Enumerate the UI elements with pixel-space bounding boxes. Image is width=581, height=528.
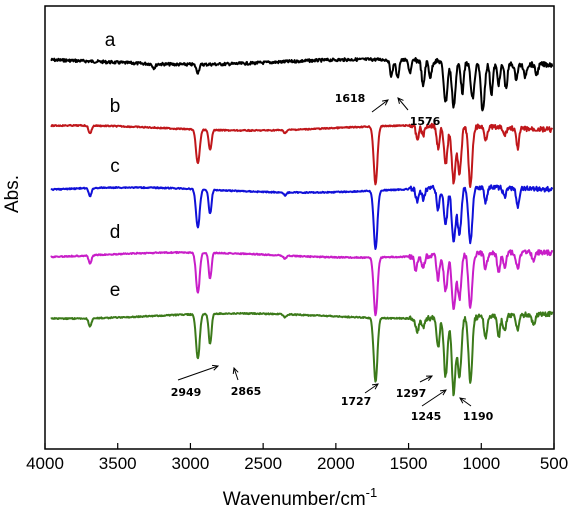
series-label-b: b: [110, 96, 121, 117]
series-line-b: [50, 122, 554, 188]
x-axis-title: Wavenumber/cm-1: [223, 485, 377, 510]
x-tick-label-1000: 1000: [462, 454, 500, 473]
spectra-curves: [50, 57, 554, 397]
annotation-arrow-1190: [459, 397, 472, 407]
annotation-arrow-1618: [371, 99, 389, 113]
series-line-c: [50, 184, 554, 250]
x-tick-label-4000: 4000: [26, 454, 64, 473]
annotation-arrowhead-2949: [211, 364, 220, 371]
x-tick-label-2500: 2500: [244, 454, 282, 473]
annotation-arrowhead-1576: [397, 97, 404, 104]
annotation-arrowhead-1190: [459, 397, 466, 404]
annotation-label-1576: 1576: [410, 115, 441, 128]
series-line-d: [50, 249, 554, 317]
x-tick-label-3000: 3000: [172, 454, 210, 473]
annotation-arrowhead-1727: [371, 383, 379, 390]
annotation-arrow-1297: [419, 375, 433, 383]
annotation-label-2865: 2865: [231, 385, 262, 398]
annotation-arrowhead-1245: [439, 389, 447, 396]
annotation-arrow-2949: [177, 365, 219, 381]
x-tick-label-500: 500: [540, 454, 568, 473]
annotation-arrow-1727: [364, 383, 379, 394]
x-tick-label-3500: 3500: [99, 454, 137, 473]
series-line-e: [50, 310, 554, 397]
series-labels: a b c d e: [105, 30, 121, 301]
series-label-a: a: [105, 30, 116, 51]
x-axis-ticks: 4000 3500 3000 2500 2000 1500 1000 500: [26, 443, 568, 473]
peak-annotations: 1618 1576 2949 2865 1727 1297 1245 1190: [171, 92, 494, 423]
plot-frame: [44, 5, 555, 450]
annotation-arrowhead-1297: [425, 375, 434, 382]
annotation-arrowhead-2865: [232, 366, 239, 375]
annotation-label-1190: 1190: [463, 410, 494, 423]
x-tick-label-2000: 2000: [317, 454, 355, 473]
annotation-arrowhead-1618: [382, 99, 389, 106]
annotation-arrow-1576: [397, 97, 409, 111]
series-label-e: e: [110, 280, 121, 301]
annotation-label-2949: 2949: [171, 386, 202, 399]
series-label-c: c: [110, 156, 120, 177]
series-label-d: d: [110, 222, 121, 243]
x-tick-label-1500: 1500: [390, 454, 428, 473]
annotation-arrow-2865: [233, 367, 239, 381]
annotation-label-1727: 1727: [341, 395, 372, 408]
annotation-arrow-1245: [421, 389, 447, 407]
annotation-label-1618: 1618: [335, 92, 366, 105]
series-line-a: [50, 57, 554, 112]
annotation-label-1297: 1297: [396, 387, 427, 400]
annotation-label-1245: 1245: [411, 410, 442, 423]
y-axis-title: Abs.: [2, 175, 23, 213]
